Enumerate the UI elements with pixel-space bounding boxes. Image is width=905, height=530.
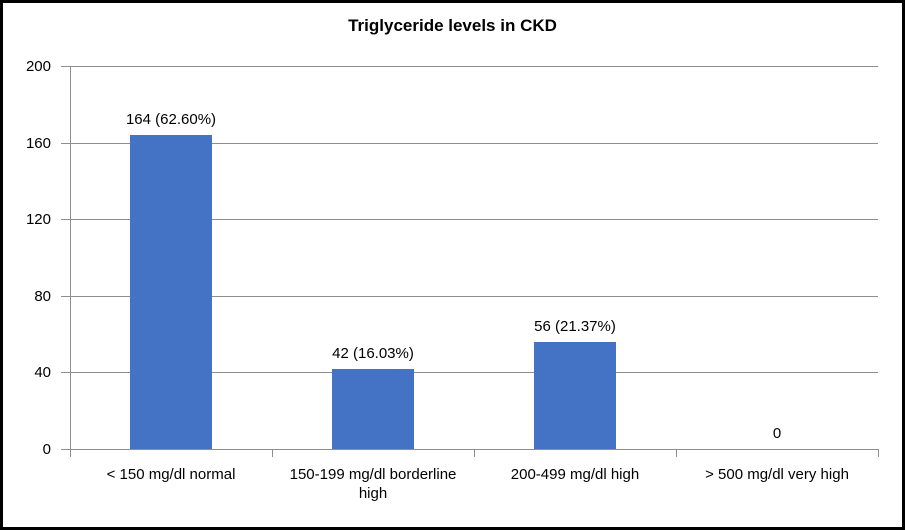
gridline: [70, 296, 878, 297]
bar: [130, 135, 212, 449]
gridline: [70, 66, 878, 67]
x-axis-category-label: > 500 mg/dl very high: [705, 466, 849, 483]
y-axis-tick-label: 80: [34, 288, 51, 305]
y-axis-tick-label: 200: [25, 58, 51, 75]
x-axis-category-label: 200-499 mg/dl high: [510, 466, 640, 483]
x-axis-tick: [676, 449, 677, 457]
y-axis-tick: [61, 372, 70, 373]
y-axis-line: [70, 66, 71, 449]
y-axis-tick: [61, 219, 70, 220]
bar: [332, 369, 414, 449]
x-axis-tick: [878, 449, 879, 457]
x-axis-tick: [70, 449, 71, 457]
y-axis-tick-label: 120: [25, 211, 51, 228]
y-axis-tick-label: 160: [25, 135, 51, 152]
y-axis-tick: [61, 66, 70, 67]
chart-title: Triglyceride levels in CKD: [348, 16, 557, 35]
gridline: [70, 143, 878, 144]
y-axis-tick: [61, 296, 70, 297]
bar-value-label: 0: [772, 425, 782, 442]
gridline: [70, 219, 878, 220]
gridline: [70, 372, 878, 373]
y-axis-tick-label: 0: [42, 441, 51, 458]
bar-value-label: 42 (16.03%): [332, 345, 414, 362]
y-axis-tick-label: 40: [34, 364, 51, 381]
bar-value-label: 164 (62.60%): [125, 111, 217, 128]
bar-value-label: 56 (21.37%): [534, 318, 616, 335]
x-axis-tick: [474, 449, 475, 457]
x-axis-category-label: 150-199 mg/dl borderline high: [289, 466, 457, 502]
bar: [534, 342, 616, 449]
y-axis-tick: [61, 449, 70, 450]
x-axis-category-label: < 150 mg/dl normal: [106, 466, 236, 483]
x-axis-tick: [272, 449, 273, 457]
y-axis-tick: [61, 143, 70, 144]
